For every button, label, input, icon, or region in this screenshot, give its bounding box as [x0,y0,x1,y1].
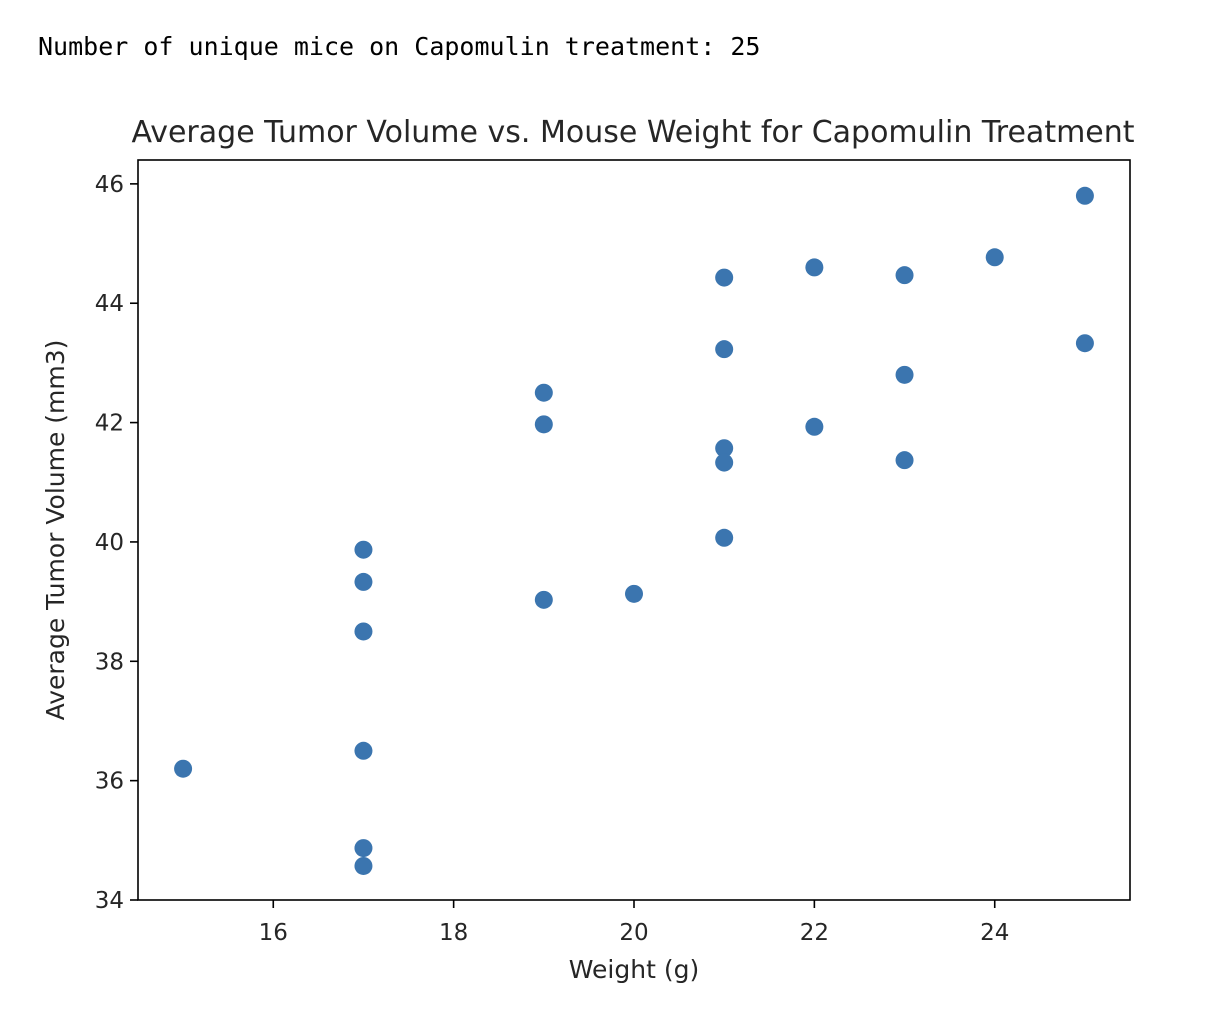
scatter-point [534,590,553,609]
scatter-point [895,266,914,285]
scatter-point [1075,186,1094,205]
scatter-point [354,572,373,591]
scatter-point [354,856,373,875]
plot-frame [137,159,1131,901]
scatter-point [354,839,373,858]
scatter-point [625,584,643,603]
scatter-point [895,451,914,470]
y-tick-label: 38 [95,649,124,675]
scatter-point [805,258,824,277]
scatter-point [1075,334,1094,353]
x-axis-ticks: 16 18 20 22 24 [259,900,1009,946]
x-tick-label: 20 [619,920,648,946]
scatter-point [715,453,734,472]
scatter-point [715,340,734,359]
scatter-point [354,741,373,760]
x-axis-label: Weight (g) [569,955,699,984]
y-tick-label: 36 [95,769,124,795]
x-tick-label: 16 [259,920,288,946]
scatter-point [715,528,734,547]
y-axis-ticks: 34 36 38 40 42 44 46 [95,172,138,914]
x-tick-label: 22 [800,920,829,946]
x-tick-label: 24 [980,920,1009,946]
y-axis-label: Average Tumor Volume (mm3) [41,340,70,721]
x-tick-label: 18 [439,920,468,946]
chart-title: Average Tumor Volume vs. Mouse Weight fo… [131,115,1134,150]
output-text: Number of unique mice on Capomulin treat… [38,32,761,61]
y-tick-label: 34 [95,888,124,914]
y-tick-label: 40 [95,530,124,556]
scatter-point [534,383,553,402]
scatter-point [354,540,373,559]
scatter-point [715,268,734,287]
scatter-point [174,759,193,778]
scatter-point [805,417,824,436]
y-tick-label: 44 [95,291,124,317]
scatter-point [895,365,914,384]
scatter-point [354,622,373,641]
scatter-point [985,248,1004,267]
y-tick-label: 42 [95,411,124,437]
y-tick-label: 46 [95,172,124,198]
scatter-point [534,415,553,434]
scatter-points [174,186,1094,875]
scatter-point [715,439,734,458]
